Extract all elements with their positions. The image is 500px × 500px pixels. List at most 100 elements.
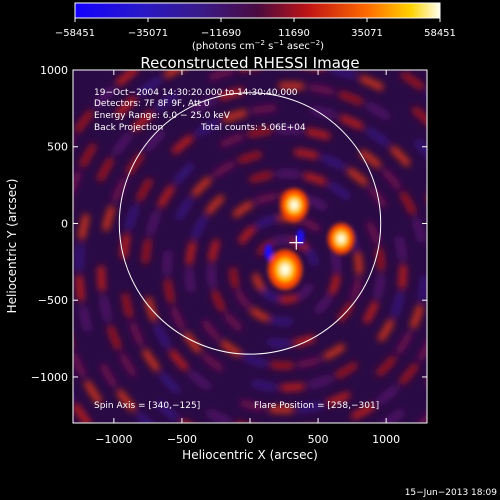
ring-segment [116, 70, 139, 86]
ring-segment [335, 362, 358, 379]
ring-segment [484, 303, 488, 322]
ring-segment [125, 152, 144, 176]
spin-axis-marker [289, 235, 304, 250]
ring-segment [100, 363, 117, 388]
ring-segment [339, 114, 364, 130]
ring-segment [374, 274, 385, 299]
ring-segment [208, 70, 234, 81]
colorbar-tick-label: −35071 [128, 28, 168, 39]
ring-segment [254, 193, 278, 205]
ring-segment [84, 380, 102, 404]
ring-segment [192, 176, 212, 197]
ring-segment [163, 250, 172, 276]
ring-segment [418, 275, 427, 301]
ring-segment [442, 388, 454, 403]
ring-segment [413, 447, 429, 458]
ring-segment [297, 429, 315, 431]
ring-segment [382, 168, 401, 190]
ring-segment [119, 353, 137, 377]
ring-segment [144, 130, 165, 151]
ring-segment [73, 170, 82, 195]
ring-segment [384, 40, 402, 48]
ring-segment [366, 128, 389, 146]
ring-segment [168, 491, 186, 499]
ring-segment [426, 195, 427, 200]
image-texture [49, 23, 492, 500]
ring-segment [205, 195, 225, 215]
ring-segment [303, 172, 327, 185]
ring-segment [305, 128, 331, 140]
ring-segment [189, 371, 211, 390]
ring-segment [278, 82, 305, 90]
ring-segment [164, 278, 175, 304]
ring-segment [120, 233, 130, 259]
source-negative [296, 229, 305, 246]
ring-segment [223, 312, 243, 331]
ring-segment [381, 492, 399, 500]
x-axis-label: Heliocentric X (arcsec) [182, 448, 318, 462]
ring-segment [328, 274, 341, 295]
x-tick-label: 500 [308, 433, 329, 446]
x-tick-label: 0 [247, 433, 254, 446]
ring-segment [157, 185, 175, 208]
source-core [337, 234, 346, 244]
ring-segment [321, 155, 345, 170]
ring-segment [49, 351, 56, 369]
ring-segment [155, 92, 178, 111]
ring-segment [136, 178, 153, 202]
ring-segment [172, 39, 190, 47]
ring-segment [444, 284, 447, 302]
ring-segment [310, 106, 336, 119]
ring-segment [142, 474, 158, 485]
ring-segment [174, 163, 194, 184]
ring-segment [159, 373, 180, 394]
ring-segment [235, 289, 251, 309]
ring-segment [234, 421, 246, 423]
ring-segment [267, 431, 286, 432]
ring-segment [251, 380, 277, 391]
ring-segment [97, 157, 114, 182]
ring-segment [272, 236, 291, 245]
ring-segment [156, 401, 179, 421]
ring-segment [255, 215, 277, 229]
ring-segment [459, 312, 464, 330]
ring-segment [480, 410, 492, 426]
colorbar-unit: (photons cm−2 s−1 asec−2) [192, 39, 324, 52]
ring-segment [183, 331, 202, 353]
ring-segment [412, 106, 427, 126]
colorbar-tick-label: 35071 [351, 28, 383, 39]
y-tick-label: 500 [47, 141, 68, 154]
ring-segment [185, 241, 196, 265]
x-tick-label: −500 [167, 433, 197, 446]
source-core [290, 200, 299, 210]
ring-segment [141, 238, 152, 264]
ring-segment [446, 254, 447, 273]
ring-segment [79, 143, 97, 168]
ring-segment [220, 133, 244, 148]
ring-segment [249, 171, 273, 183]
ring-segment [472, 139, 482, 155]
ring-segment [271, 317, 293, 326]
ring-segment [146, 210, 161, 235]
ring-segment [176, 470, 193, 479]
annotation-detectors: Detectors: 7F 8F 9F, Att 0 [94, 99, 210, 109]
ring-segment [410, 304, 424, 329]
ring-segment [437, 426, 451, 439]
ring-segment [94, 86, 115, 108]
ring-segment [276, 170, 301, 178]
ring-segment [191, 97, 216, 113]
ring-segment [107, 325, 122, 350]
ring-segment [438, 132, 450, 147]
annotation-time: 19−Oct−2004 14:30:20.000 to 14:30:40.000 [94, 88, 298, 98]
ring-segment [359, 149, 382, 169]
ring-segment [297, 401, 323, 413]
ring-segment [375, 247, 385, 272]
ring-segment [459, 402, 471, 417]
ring-segment [324, 23, 343, 27]
y-tick-label: 1000 [40, 64, 68, 77]
y-tick-label: 0 [61, 217, 68, 230]
ring-segment [400, 191, 416, 215]
ring-segment [452, 193, 459, 211]
ring-segment [414, 139, 427, 159]
y-tick-label: −500 [38, 294, 68, 307]
